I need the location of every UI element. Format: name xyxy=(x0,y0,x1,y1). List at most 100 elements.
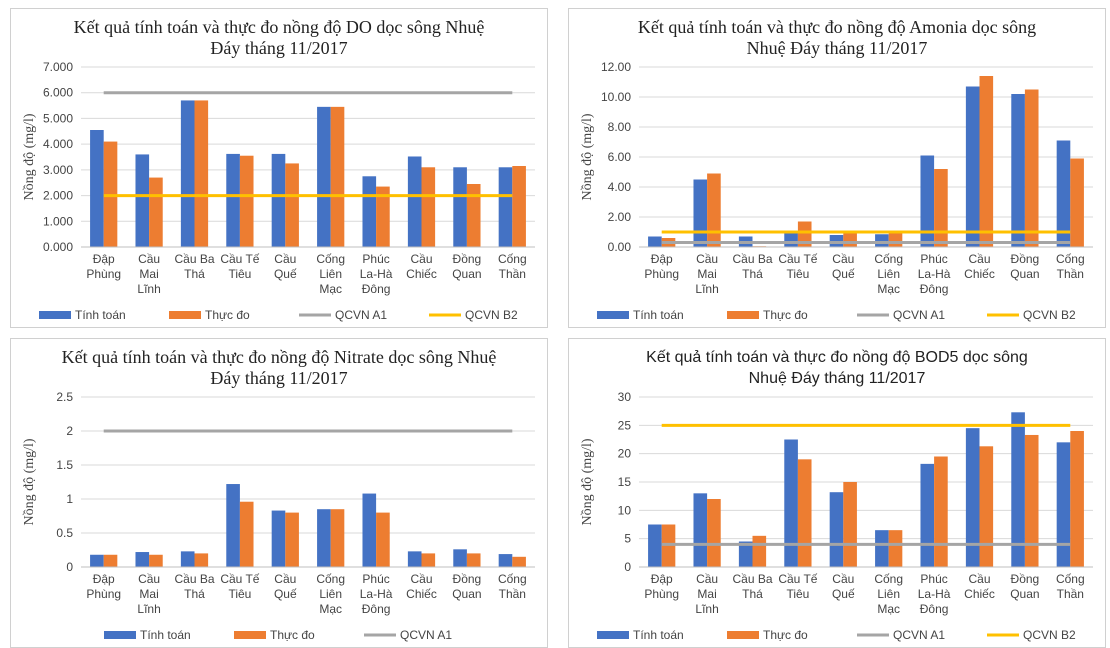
bar xyxy=(194,553,209,567)
x-tick-label: Cống Liên Mạc xyxy=(874,572,903,616)
bar xyxy=(135,154,150,247)
x-tick-label: Phúc La-Hà Đông xyxy=(360,252,393,296)
bar xyxy=(421,167,436,247)
legend-label: QCVN A1 xyxy=(893,628,945,642)
y-tick-label: 7.000 xyxy=(43,60,73,74)
bar xyxy=(285,163,299,247)
x-tick-label: Cầu Quế xyxy=(832,572,855,601)
bar xyxy=(239,501,254,567)
bar xyxy=(271,153,286,247)
bar xyxy=(934,456,948,567)
legend-swatch xyxy=(597,311,629,319)
chart: 0 0.5 1 1.5 2 2.5 Nồng độ (mg/l) Đập Phùng Cầu Mai… xyxy=(22,390,535,642)
bar xyxy=(1011,412,1025,567)
y-tick-label: 10 xyxy=(618,503,632,517)
x-tick-label: Cầu Chiếc xyxy=(406,572,437,601)
bar xyxy=(1056,140,1071,247)
bar xyxy=(285,512,299,567)
bar xyxy=(920,155,935,247)
bar xyxy=(376,512,390,567)
bar xyxy=(421,553,436,567)
y-tick-label: 4.000 xyxy=(43,137,73,151)
x-tick-label: Cầu Mai Lĩnh xyxy=(137,252,160,296)
legend-label: Tính toán xyxy=(633,628,684,642)
x-tick-label: Cầu Tế Tiêu xyxy=(778,252,817,281)
bar xyxy=(103,554,118,567)
bar xyxy=(707,173,721,247)
chart-title: Kết quả tính toán và thực đo nồng độ Nit… xyxy=(61,347,497,388)
y-tick-label: 30 xyxy=(618,390,632,404)
bar xyxy=(512,166,526,247)
legend-swatch xyxy=(104,631,136,639)
y-tick-label: 0.000 xyxy=(43,240,73,254)
bar xyxy=(784,439,798,567)
x-tick-label: Đập Phùng xyxy=(86,572,121,601)
y-tick-label: 2.00 xyxy=(608,210,632,224)
bar xyxy=(180,551,195,567)
bar xyxy=(317,106,331,247)
y-tick-label: 1.000 xyxy=(43,214,73,228)
legend-swatch xyxy=(169,311,201,319)
bar xyxy=(376,186,390,247)
y-tick-label: 1.5 xyxy=(56,458,73,472)
bar xyxy=(920,463,935,567)
x-tick-label: Cầu Chiếc xyxy=(406,252,437,281)
bar xyxy=(498,554,513,567)
bar xyxy=(843,232,857,247)
x-tick-label: Cống Liên Mạc xyxy=(316,252,345,296)
y-tick-label: 6.00 xyxy=(608,150,632,164)
y-tick-label: 25 xyxy=(618,418,632,432)
bar xyxy=(512,556,526,567)
legend-label: QCVN A1 xyxy=(893,308,945,322)
legend-swatch xyxy=(39,311,71,319)
bar xyxy=(407,156,422,247)
legend-swatch xyxy=(597,631,629,639)
x-tick-label: Phúc La-Hà Đông xyxy=(360,572,393,616)
bar xyxy=(965,428,980,567)
bar xyxy=(1056,442,1071,567)
legend-label: Thực đo xyxy=(270,628,315,642)
x-tick-label: Cầu Chiếc xyxy=(964,252,995,281)
x-tick-label: Cống Thần xyxy=(498,252,527,281)
chart: 0.000 1.000 2.000 3.000 4.000 5.000 6.000 7.000… xyxy=(22,60,535,322)
x-tick-label: Cống Liên Mạc xyxy=(316,572,345,616)
bar xyxy=(466,184,481,247)
y-tick-label: 2.5 xyxy=(56,390,73,404)
bar xyxy=(362,176,377,247)
x-tick-label: Cầu Ba Thá xyxy=(174,572,214,601)
x-tick-label: Phúc La-Hà Đông xyxy=(918,572,951,616)
x-tick-label: Cầu Chiếc xyxy=(964,572,995,601)
panel: Kết quả tính toán và thực đo nồng độ Nit… xyxy=(10,338,548,648)
y-tick-label: 8.00 xyxy=(608,120,632,134)
x-tick-label: Cầu Ba Thá xyxy=(732,252,772,281)
x-tick-label: Đồng Quan xyxy=(452,252,481,281)
bar xyxy=(1070,158,1084,247)
bar xyxy=(1011,94,1025,247)
y-tick-label: 5 xyxy=(624,532,631,546)
bar xyxy=(693,179,708,247)
bar xyxy=(1024,89,1039,247)
y-tick-label: 20 xyxy=(618,447,632,461)
panel: Kết quả tính toán và thực đo nồng độ BOD… xyxy=(568,338,1106,648)
bar xyxy=(648,236,662,247)
y-tick-label: 4.00 xyxy=(608,180,632,194)
x-tick-label: Cầu Tế Tiêu xyxy=(220,252,259,281)
legend-swatch xyxy=(234,631,266,639)
chart: 0 5 10 15 20 25 30 Nồng độ (mg/l) Đập Phùng Cầu Mai… xyxy=(580,390,1093,642)
y-tick-label: 10.00 xyxy=(601,90,631,104)
legend-label: QCVN A1 xyxy=(335,308,387,322)
bar xyxy=(875,234,889,247)
y-tick-label: 5.000 xyxy=(43,111,73,125)
x-tick-label: Đập Phùng xyxy=(644,252,679,281)
y-tick-label: 0 xyxy=(624,560,631,574)
bar xyxy=(829,492,844,567)
x-tick-label: Đập Phùng xyxy=(86,252,121,281)
bar xyxy=(362,493,377,567)
x-tick-label: Cầu Quế xyxy=(274,252,297,281)
x-tick-label: Cầu Mai Lĩnh xyxy=(137,572,160,616)
legend-label: Tính toán xyxy=(75,308,126,322)
legend-label: QCVN B2 xyxy=(1023,628,1076,642)
legend-label: Thực đo xyxy=(763,628,808,642)
x-tick-label: Cầu Ba Thá xyxy=(174,252,214,281)
chart-title: Kết quả tính toán và thực đo nồng độ DO … xyxy=(73,17,485,58)
